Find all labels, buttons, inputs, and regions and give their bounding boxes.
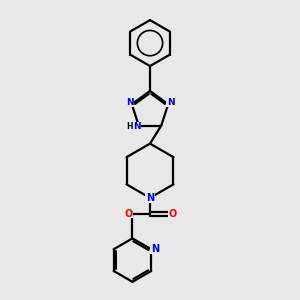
- Bar: [132, 122, 141, 131]
- Text: N: N: [151, 244, 160, 254]
- Text: N: N: [146, 193, 154, 203]
- Bar: [125, 98, 134, 107]
- Text: N: N: [126, 98, 134, 107]
- Text: N: N: [167, 98, 174, 107]
- Text: N: N: [133, 122, 140, 131]
- Text: O: O: [124, 209, 132, 219]
- Bar: [145, 193, 155, 203]
- Text: O: O: [169, 209, 177, 219]
- Bar: [124, 209, 133, 218]
- Bar: [150, 245, 161, 254]
- Bar: [168, 209, 177, 218]
- Text: H: H: [126, 122, 132, 131]
- Bar: [166, 98, 175, 107]
